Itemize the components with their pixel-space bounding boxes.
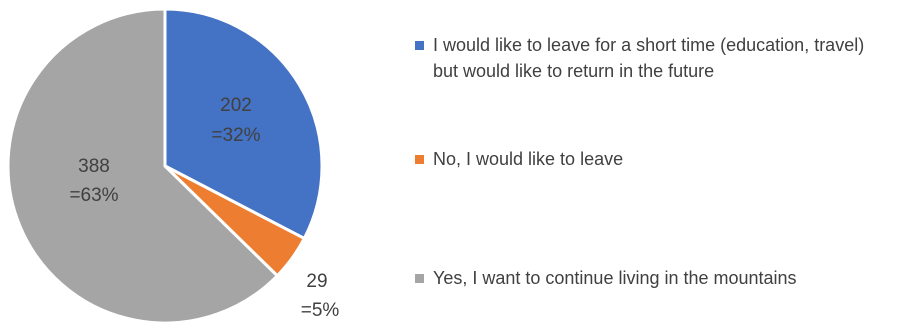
- slice-label-value-0: 202: [220, 95, 252, 116]
- pie-slices: [6, 7, 324, 322]
- legend-item-0: I would like to leave for a short time (…: [415, 32, 893, 84]
- slice-label-value-2: 388: [78, 156, 110, 177]
- legend-label-1: No, I would like to leave: [433, 149, 624, 169]
- slice-label-percent-2: =63%: [69, 185, 118, 206]
- legend-item-1: No, I would like to leave: [415, 146, 893, 172]
- slice-label-percent-1: =5%: [301, 300, 340, 321]
- slice-label-percent-0: =32%: [211, 125, 260, 146]
- legend-swatch-2: [415, 274, 424, 283]
- legend: I would like to leave for a short time (…: [415, 0, 895, 322]
- slice-label-value-1: 29: [306, 271, 327, 292]
- legend-item-2: Yes, I want to continue living in the mo…: [415, 265, 893, 291]
- legend-swatch-1: [415, 155, 424, 164]
- pie-slice-2: [6, 7, 279, 322]
- legend-label-0: I would like to leave for a short time (…: [433, 35, 865, 81]
- pie-slice-0: [163, 7, 324, 240]
- legend-label-2: Yes, I want to continue living in the mo…: [433, 268, 797, 288]
- legend-swatch-0: [415, 41, 424, 50]
